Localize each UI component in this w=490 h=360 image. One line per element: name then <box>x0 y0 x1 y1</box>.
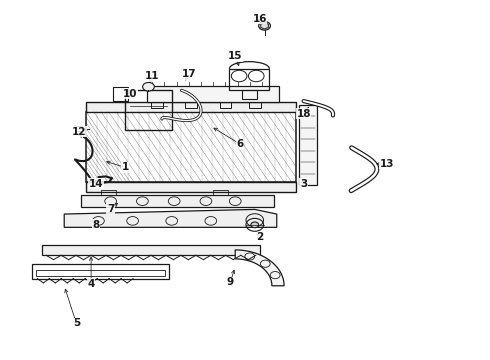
Text: 4: 4 <box>87 279 95 289</box>
Text: 12: 12 <box>72 127 86 136</box>
Text: 11: 11 <box>145 71 159 81</box>
Polygon shape <box>64 210 277 227</box>
Text: 7: 7 <box>107 204 114 214</box>
Text: 14: 14 <box>89 179 103 189</box>
Bar <box>147 86 279 102</box>
Text: 17: 17 <box>181 69 196 79</box>
Circle shape <box>251 222 259 228</box>
Bar <box>151 102 163 108</box>
Polygon shape <box>261 23 269 29</box>
Polygon shape <box>235 250 284 286</box>
Text: 2: 2 <box>256 232 263 242</box>
Bar <box>101 190 116 195</box>
Bar <box>299 105 318 185</box>
Bar <box>86 182 296 192</box>
Bar <box>86 102 296 112</box>
Bar <box>185 102 197 108</box>
Bar <box>242 90 257 99</box>
Bar <box>42 244 260 255</box>
Text: 1: 1 <box>122 162 129 172</box>
Bar <box>213 190 228 195</box>
Text: 5: 5 <box>73 319 80 328</box>
Bar <box>220 102 231 108</box>
Text: 16: 16 <box>252 14 267 24</box>
Bar <box>81 195 274 207</box>
Bar <box>125 90 172 130</box>
Text: 9: 9 <box>227 277 234 287</box>
Text: 13: 13 <box>379 159 394 169</box>
Bar <box>32 264 169 279</box>
Bar <box>113 87 128 101</box>
Text: 10: 10 <box>123 89 137 99</box>
Text: 18: 18 <box>296 109 311 119</box>
Bar <box>36 270 165 276</box>
Text: 15: 15 <box>228 51 243 61</box>
Bar <box>86 112 296 182</box>
Text: 6: 6 <box>237 139 244 149</box>
Text: 3: 3 <box>300 179 307 189</box>
Text: 8: 8 <box>92 220 99 230</box>
Bar <box>249 102 261 108</box>
Bar <box>76 126 82 131</box>
Circle shape <box>143 82 154 91</box>
Bar <box>229 69 270 90</box>
